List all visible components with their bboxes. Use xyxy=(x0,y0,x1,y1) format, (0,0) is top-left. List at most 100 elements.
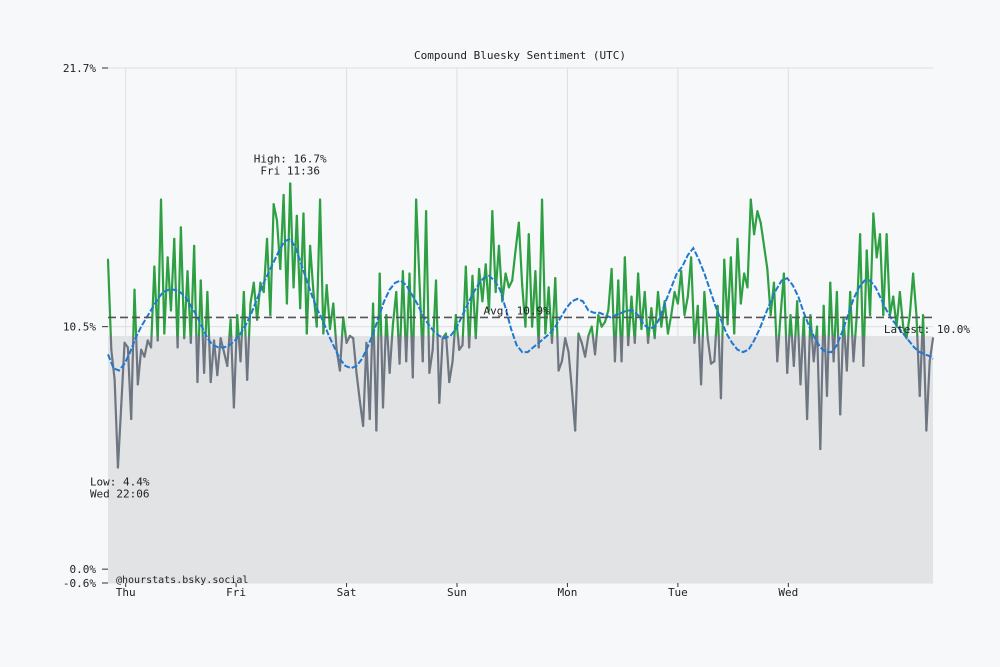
sentiment-segment-135-1 xyxy=(556,334,560,372)
sentiment-segment-94-0 xyxy=(418,279,423,337)
sentiment-segment-126-0 xyxy=(524,233,530,328)
sentiment-segment-85-1 xyxy=(391,323,395,337)
sentiment-segment-127-0 xyxy=(527,233,534,328)
sentiment-segment-102-1 xyxy=(445,334,451,384)
sentiment-segment-152-0 xyxy=(610,267,616,337)
sentiment-segment-148-0 xyxy=(597,314,603,328)
sentiment-segment-241-1 xyxy=(905,314,911,337)
x-tick-label-3: Sun xyxy=(447,586,467,599)
sentiment-segment-133-0 xyxy=(547,286,553,337)
sentiment-segment-122-0 xyxy=(511,249,517,282)
sentiment-segment-83-0 xyxy=(381,334,387,409)
sentiment-segment-178-0 xyxy=(696,304,701,337)
sentiment-segment-199-0 xyxy=(766,267,772,317)
sentiment-segment-26-0 xyxy=(193,244,198,337)
sentiment-segment-42-1 xyxy=(247,302,252,337)
sentiment-segment-54-0 xyxy=(285,182,292,305)
sentiment-segment-142-1 xyxy=(578,334,583,344)
sentiment-segment-27-0 xyxy=(196,334,201,384)
sentiment-segment-91-0 xyxy=(408,272,413,337)
sentiment-segment-84-0 xyxy=(385,314,389,337)
sentiment-segment-196-0 xyxy=(756,210,762,224)
sentiment-segment-213-0 xyxy=(812,334,818,363)
sentiment-segment-116-0 xyxy=(491,210,497,294)
sentiment-segment-85-0 xyxy=(388,334,394,374)
sentiment-segment-181-0 xyxy=(706,337,713,365)
sentiment-segment-210-0 xyxy=(802,316,806,337)
sentiment-segment-174-0 xyxy=(683,295,689,317)
sentiment-segment-108-0 xyxy=(464,265,470,337)
sentiment-segment-202-0 xyxy=(776,334,781,363)
sentiment-segment-245-0 xyxy=(918,334,924,398)
sentiment-segment-184-0 xyxy=(716,304,720,337)
sentiment-segment-235-0 xyxy=(885,233,892,317)
sentiment-segment-4-0 xyxy=(120,341,126,407)
sentiment-segment-193-0 xyxy=(746,198,752,289)
watermark-text: @hourstats.bsky.social xyxy=(116,575,248,586)
sentiment-segment-144-0 xyxy=(584,334,590,358)
sentiment-segment-162-0 xyxy=(643,290,649,337)
sentiment-segment-170-0 xyxy=(670,290,676,317)
sentiment-segment-0-0 xyxy=(106,258,112,337)
sentiment-segment-155-0 xyxy=(620,334,624,363)
sentiment-segment-177-0 xyxy=(693,334,697,344)
sentiment-segment-204-0 xyxy=(782,272,788,337)
sentiment-segment-9-0 xyxy=(136,348,143,386)
sentiment-segment-146-0 xyxy=(590,325,594,337)
sentiment-segment-208-0 xyxy=(796,300,800,337)
sentiment-segment-228-1 xyxy=(863,249,868,337)
sentiment-segment-98-0 xyxy=(431,334,435,351)
high-annotation-value: High: 16.7% xyxy=(254,152,327,165)
sentiment-segment-163-0 xyxy=(646,334,650,344)
low-annotation-time: Wed 22:06 xyxy=(90,488,150,501)
sentiment-segment-61-0 xyxy=(309,244,315,294)
sentiment-segment-7-0 xyxy=(130,334,135,421)
sentiment-segment-246-0 xyxy=(921,314,925,337)
sentiment-segment-75-0 xyxy=(355,371,361,402)
sentiment-segment-156-0 xyxy=(623,256,629,337)
average-label: Avg: 10.9% xyxy=(484,304,551,317)
sentiment-segment-164-0 xyxy=(650,307,656,337)
sentiment-segment-242-0 xyxy=(908,272,915,317)
sentiment-segment-96-0 xyxy=(424,210,430,337)
sentiment-segment-0-1 xyxy=(109,334,113,351)
sentiment-segment-135-0 xyxy=(554,277,559,337)
sentiment-segment-103-0 xyxy=(448,360,454,384)
sentiment-segment-36-0 xyxy=(226,334,231,368)
sentiment-segment-158-0 xyxy=(630,295,636,337)
sentiment-segment-244-0 xyxy=(915,314,919,337)
sentiment-segment-227-0 xyxy=(859,233,864,337)
y-tick-label-1: 10.5% xyxy=(63,321,96,334)
sentiment-segment-8-0 xyxy=(133,288,138,337)
sentiment-segment-31-0 xyxy=(209,339,216,384)
x-tick-label-5: Tue xyxy=(668,586,688,599)
sentiment-segment-239-0 xyxy=(898,290,905,328)
sentiment-segment-197-0 xyxy=(759,221,766,247)
y-tick-label-0: 21.7% xyxy=(63,62,96,75)
sentiment-segment-191-0 xyxy=(739,272,746,305)
sentiment-segment-64-0 xyxy=(318,198,325,335)
sentiment-segment-159-1 xyxy=(634,272,640,337)
sentiment-segment-179-0 xyxy=(699,334,704,386)
sentiment-segment-138-0 xyxy=(564,337,570,354)
sentiment-segment-11-0 xyxy=(143,339,149,358)
sentiment-segment-137-0 xyxy=(560,337,567,363)
sentiment-segment-93-0 xyxy=(415,198,421,282)
sentiment-segment-68-1 xyxy=(334,334,338,351)
high-annotation-time: Fri 11:36 xyxy=(260,164,320,177)
sentiment-segment-223-0 xyxy=(845,334,850,372)
sentiment-segment-34-0 xyxy=(219,337,226,354)
sentiment-segment-218-0 xyxy=(829,281,834,337)
sentiment-segment-50-0 xyxy=(272,203,279,222)
sentiment-segment-246-1 xyxy=(922,334,928,432)
x-tick-label-6: Wed xyxy=(778,586,798,599)
x-tick-label-4: Mon xyxy=(558,586,578,599)
sentiment-segment-88-0 xyxy=(398,334,402,365)
sentiment-segment-20-0 xyxy=(173,237,179,337)
sentiment-segment-165-1 xyxy=(653,290,660,337)
sentiment-segment-82-0 xyxy=(378,272,383,337)
sentiment-segment-70-0 xyxy=(338,334,344,372)
sentiment-segment-60-0 xyxy=(305,244,312,335)
sentiment-segment-185-0 xyxy=(719,334,724,400)
